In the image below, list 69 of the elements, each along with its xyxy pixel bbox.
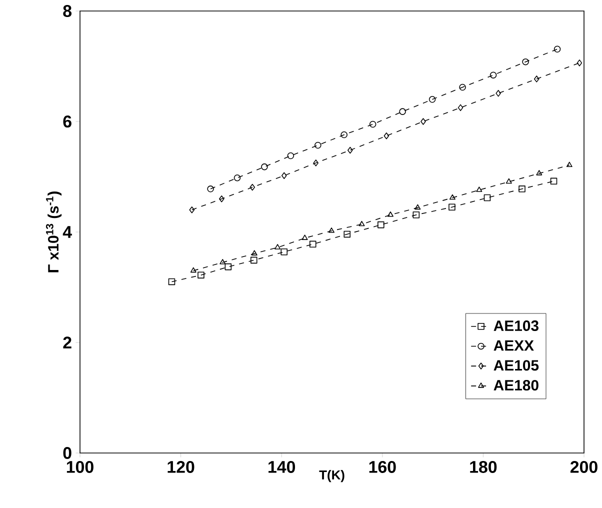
- point: [476, 186, 482, 192]
- x-axis-title: T(K): [319, 470, 344, 482]
- point: [344, 230, 351, 238]
- point: [420, 118, 426, 125]
- point: [448, 204, 456, 211]
- x-tick-label: 180: [470, 460, 497, 473]
- point: [384, 132, 390, 140]
- point: [281, 172, 287, 180]
- point: [189, 206, 195, 214]
- point: [449, 194, 456, 200]
- point: [250, 256, 258, 264]
- point: [378, 221, 384, 228]
- point: [496, 90, 501, 97]
- y-tick-label: 2: [63, 336, 72, 348]
- legend-label: AE103: [494, 320, 538, 332]
- y-tick-label: 0: [63, 447, 72, 459]
- point: [280, 248, 288, 256]
- point: [220, 259, 226, 264]
- point: [198, 272, 204, 278]
- point: [234, 174, 241, 182]
- point: [518, 186, 526, 192]
- point: [536, 170, 542, 176]
- point: [414, 204, 421, 210]
- x-tick-label: 200: [570, 460, 598, 473]
- point: [566, 162, 572, 168]
- point: [550, 178, 558, 185]
- legend-label: AE180: [494, 380, 538, 391]
- point: [348, 146, 353, 154]
- point: [328, 228, 334, 233]
- x-tick-label: 160: [369, 460, 396, 473]
- point: [369, 120, 376, 128]
- point: [251, 250, 258, 256]
- x-tick-label: 140: [268, 460, 296, 473]
- point: [274, 244, 281, 250]
- legend-label: AEXX: [494, 340, 534, 351]
- point: [261, 163, 268, 170]
- point: [459, 84, 466, 91]
- point: [250, 184, 256, 191]
- point: [387, 211, 394, 217]
- point: [190, 267, 196, 273]
- point: [340, 131, 348, 138]
- x-tick-label: 120: [168, 460, 194, 473]
- point: [314, 142, 322, 149]
- x-tick-label: 100: [66, 460, 94, 473]
- point: [358, 220, 365, 226]
- point: [399, 108, 406, 115]
- point: [428, 96, 436, 103]
- point: [168, 278, 176, 286]
- point: [302, 234, 308, 240]
- point: [207, 186, 214, 192]
- point: [534, 76, 540, 82]
- point: [490, 72, 497, 78]
- point: [484, 194, 491, 202]
- y-tick-label: 4: [62, 226, 72, 238]
- point: [412, 211, 420, 218]
- point: [458, 104, 464, 112]
- point: [576, 60, 582, 66]
- point: [224, 263, 232, 270]
- point: [506, 178, 512, 184]
- point: [522, 58, 529, 66]
- y-tick-label: 6: [63, 116, 72, 128]
- y-axis-title: Γ x10$^{13}$ (s$^{-1}$): [46, 192, 62, 272]
- point: [554, 46, 561, 53]
- point: [218, 195, 224, 202]
- point: [313, 160, 319, 166]
- point: [309, 240, 316, 248]
- point: [287, 152, 294, 160]
- legend-label: AE105: [494, 360, 539, 371]
- y-tick-label: 8: [63, 5, 72, 17]
